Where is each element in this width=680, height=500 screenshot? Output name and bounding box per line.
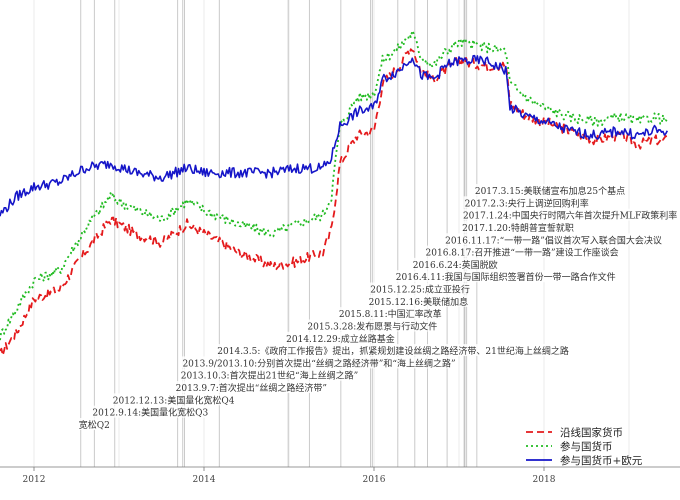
event-label-bg bbox=[174, 381, 328, 394]
event-label: 2015.12.16:美联储加息 bbox=[369, 296, 469, 308]
event-label: 2015.12.25:成立亚投行 bbox=[370, 284, 470, 296]
x-tick-label: 2016 bbox=[363, 475, 386, 485]
legend-label: 沿线国家货币 bbox=[560, 426, 623, 439]
x-axis-ticks: 2012 2014 2016 2018 bbox=[23, 467, 556, 485]
legend-label: 参与国货币 bbox=[560, 440, 613, 453]
series-line-2 bbox=[0, 29, 668, 341]
event-label: 2015.3.28:发布愿景与行动文件 bbox=[307, 320, 437, 332]
event-label: 2012.12.13:美国量化宽松Q4 bbox=[113, 394, 235, 406]
event-label-bg bbox=[337, 307, 443, 320]
event-label: 宽松Q2 bbox=[79, 419, 110, 431]
event-label-bg bbox=[444, 233, 663, 246]
event-label: 2016.11.17:“一带一路”倡议首次写入联合国大会决议 bbox=[445, 234, 662, 246]
event-label: 2014.3.5:《政府工作报告》提出，抓紧规划建设丝绸之路经济带、21世纪海上… bbox=[217, 345, 569, 357]
event-label: 2016.6.24:英国脱欧 bbox=[413, 259, 498, 271]
event-label: 2013.9.7:首次提出“丝绸之路经济带” bbox=[176, 382, 327, 394]
event-label-bg bbox=[424, 245, 620, 258]
series-line-3 bbox=[0, 54, 669, 217]
event-label: 2012.9.14:美国量化宽松Q3 bbox=[92, 407, 208, 419]
event-label: 2013.10.3:首次提出21世纪“海上丝绸之路” bbox=[181, 370, 359, 382]
event-label-bg bbox=[216, 344, 570, 357]
event-label: 2017.1.20:特朗普宣誓就职 bbox=[462, 222, 574, 234]
event-label-bg bbox=[367, 294, 470, 307]
event-label: 2016.8.17:召开推进“一带一路”建设工作座谈会 bbox=[426, 247, 619, 259]
event-label: 2015.8.11:中国汇率改革 bbox=[339, 308, 442, 320]
event-label: 2017.1.24:中国央行时隔六年首次提升MLF政策利率 bbox=[463, 210, 677, 222]
event-label-bg bbox=[91, 405, 210, 418]
event-label-bg bbox=[394, 270, 617, 283]
series-layer bbox=[0, 29, 669, 357]
event-labels: 宽松Q22012.9.14:美国量化宽松Q32012.12.13:美国量化宽松Q… bbox=[77, 184, 679, 431]
series-line-1 bbox=[0, 48, 669, 357]
event-label-bg bbox=[181, 356, 457, 369]
x-tick-label: 2012 bbox=[23, 475, 46, 485]
x-tick-label: 2018 bbox=[533, 475, 556, 485]
event-label-bg bbox=[179, 368, 360, 381]
event-label-bg bbox=[306, 319, 439, 332]
legend-label: 参与国货币+欧元 bbox=[560, 454, 643, 467]
event-label: 2013.9/2013.10:分别首次提出“丝绸之路经济带”和“海上丝绸之路” bbox=[182, 357, 455, 369]
event-label-bg bbox=[369, 282, 471, 295]
event-label-bg bbox=[77, 418, 111, 430]
event-label-bg bbox=[285, 331, 396, 344]
x-tick-label: 2014 bbox=[193, 475, 216, 485]
event-label: 2014.12.29:成立丝路基金 bbox=[286, 333, 395, 345]
event-label: 2017.2.3:央行上调逆回购利率 bbox=[465, 197, 589, 209]
event-label-bg bbox=[473, 184, 627, 196]
event-label-bg bbox=[463, 196, 590, 209]
event-label-bg bbox=[461, 220, 575, 233]
event-label-bg bbox=[461, 208, 679, 221]
event-label-bg bbox=[411, 257, 499, 270]
event-label: 2017.3.15:美联储宣布加息25个基点 bbox=[475, 185, 625, 197]
event-label-bg bbox=[111, 393, 236, 406]
event-label: 2016.4.11:我国与国际组织签署首份一带一路合作文件 bbox=[396, 271, 616, 283]
